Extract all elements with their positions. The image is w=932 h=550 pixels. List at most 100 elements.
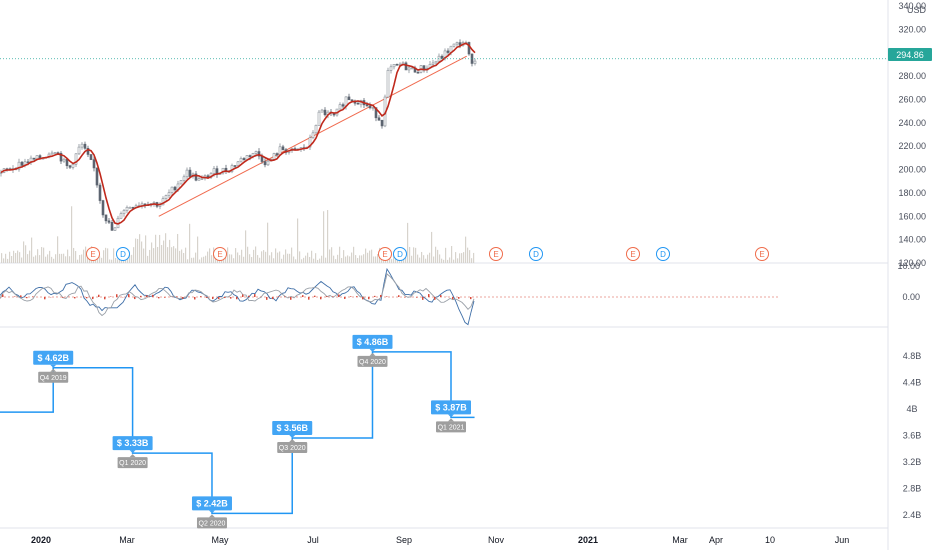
oscillator-histogram-bar: [158, 297, 160, 299]
volume-bar: [35, 255, 37, 263]
volume-bar: [429, 252, 431, 263]
volume-bar: [277, 252, 279, 263]
candle-body: [59, 152, 63, 162]
revenue-value-label: $ 4.86B: [357, 337, 389, 347]
price-axis-unit: USD: [907, 5, 927, 15]
candle-body: [257, 151, 261, 157]
volume-bar: [43, 247, 45, 263]
volume-bar: [81, 254, 83, 263]
quarter-label-pointer: [208, 514, 215, 518]
volume-bar: [41, 247, 43, 263]
volume-bar: [17, 250, 19, 263]
volume-bar: [335, 259, 337, 263]
time-axis[interactable]: 2020 Mar May Jul Sep Nov 2021 Mar Apr 10 Jun: [31, 535, 849, 545]
revenue-label-box: [272, 420, 313, 435]
price-tick-label: 320.00: [898, 24, 926, 34]
volume-bar: [251, 257, 253, 263]
oscillator-histogram-bar: [230, 297, 232, 299]
volume-bar: [327, 210, 329, 263]
volume-bar: [323, 211, 325, 263]
volume-bar: [195, 252, 197, 263]
dividend-event-marker: [116, 247, 130, 261]
volume-bar: [467, 247, 469, 263]
oscillator-histogram-bar: [344, 297, 346, 299]
candle-body: [20, 161, 24, 166]
volume-bar: [5, 253, 7, 263]
event-marker-label: E: [493, 250, 498, 259]
volume-bar: [469, 250, 471, 263]
volume-bar: [203, 256, 205, 263]
candle-body: [185, 169, 189, 178]
price-tick-label: 180.00: [898, 188, 926, 198]
candle-body: [92, 159, 96, 169]
revenue-label-box: [431, 400, 471, 415]
candle-body: [77, 146, 81, 155]
volume-bar: [51, 256, 53, 263]
oscillator-histogram-bar: [200, 296, 202, 297]
oscillator-histogram-bar: [272, 297, 274, 300]
volume-bar: [305, 255, 307, 263]
price-tick-label: 220.00: [898, 141, 926, 151]
volume-bar: [131, 254, 133, 263]
candle-body: [113, 227, 117, 231]
volume-bar: [347, 255, 349, 263]
candle-body: [167, 192, 171, 196]
candle-body: [188, 169, 192, 177]
volume-bar: [233, 258, 235, 263]
volume-bar: [293, 256, 295, 263]
quarter-label-pointer: [369, 352, 376, 356]
candle-body: [122, 210, 126, 214]
earnings-event-marker: [213, 247, 227, 261]
volume-bar: [193, 257, 195, 263]
candle-body: [416, 71, 420, 74]
oscillator-histogram-bar: [20, 295, 22, 297]
oscillator-histogram-bar: [254, 294, 256, 297]
volume-bar: [57, 236, 59, 263]
price-axis[interactable]: USD 340.00320.00300.00280.00260.00240.00…: [888, 1, 932, 268]
volume-bar: [215, 258, 217, 263]
volume-bar: [11, 256, 13, 263]
volume-bar: [59, 253, 61, 263]
volume-bar: [189, 223, 191, 263]
candle-body: [95, 167, 99, 186]
candle-body: [212, 168, 216, 174]
event-marker-label: E: [217, 250, 222, 259]
volume-bar: [175, 248, 177, 263]
revenue-value-label: $ 3.33B: [117, 438, 149, 448]
revenue-value-label: $ 3.56B: [276, 423, 308, 433]
price-tick-label: 120.00: [898, 258, 926, 268]
volume-bar: [127, 257, 129, 263]
oscillator-histogram-bar: [194, 297, 196, 300]
candle-body: [50, 152, 54, 155]
volume-bar: [55, 254, 57, 263]
oscillator-axis: 10.00 0.00: [897, 261, 920, 302]
oscillator-histogram-bar: [428, 294, 430, 297]
candle-body: [311, 132, 315, 138]
volume-bar: [369, 250, 371, 263]
volume-bar: [163, 240, 165, 263]
revenue-label-box: [191, 496, 232, 511]
volume-bar: [473, 252, 475, 263]
event-marker-label: E: [90, 250, 95, 259]
candle-body: [164, 195, 168, 199]
volume-bar: [341, 257, 343, 263]
oscillator-histogram-bar: [374, 295, 376, 297]
oscillator-histogram-bar: [32, 296, 34, 297]
oscillator-histogram-bar: [104, 297, 106, 300]
moving-average-layer: [0, 42, 476, 225]
volume-bar: [329, 249, 331, 263]
volume-bar: [167, 247, 169, 263]
candle-body: [440, 55, 444, 59]
candle-body: [272, 153, 276, 160]
revenue-label-box: [352, 334, 393, 349]
oscillator-histogram-bar: [152, 294, 154, 297]
volume-bar: [371, 249, 373, 263]
volume-bar: [77, 259, 79, 263]
oscillator-histogram-bar: [212, 297, 214, 300]
volume-bar: [111, 259, 113, 263]
volume-bar: [243, 256, 245, 263]
candle-body: [62, 158, 66, 162]
oscillator-line-secondary: [0, 273, 475, 317]
